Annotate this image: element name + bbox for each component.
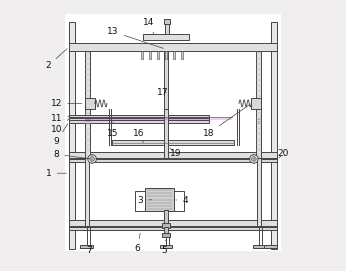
Bar [146,188,174,211]
Text: 4: 4 [176,196,188,205]
Text: 18: 18 [203,105,249,138]
Circle shape [249,155,258,163]
Text: 12: 12 [51,99,82,108]
Bar [181,51,183,59]
Bar [165,51,167,59]
Bar [271,22,277,249]
Bar [69,153,277,159]
Bar [69,220,277,226]
Bar [157,51,159,59]
Bar [164,109,167,159]
Text: 16: 16 [133,129,144,143]
Text: 6: 6 [135,233,140,253]
Text: 2: 2 [46,49,67,70]
Bar [112,140,234,145]
Bar [149,51,151,59]
Bar [164,19,170,24]
Bar [69,22,75,249]
Bar [69,159,277,162]
Circle shape [88,155,97,163]
Text: 8: 8 [54,150,89,159]
Bar [69,120,209,122]
Bar [257,159,262,226]
Bar [256,51,262,159]
Text: 20: 20 [278,149,289,158]
Bar [165,24,169,34]
Bar [162,223,170,228]
Text: 11: 11 [51,114,69,123]
Text: 17: 17 [156,88,168,97]
Bar [80,245,93,248]
Text: 9: 9 [54,124,68,146]
Bar [164,227,168,234]
Bar [253,245,266,248]
Bar [69,43,277,51]
Bar [164,210,168,223]
Text: 3: 3 [138,196,152,205]
Bar [84,98,95,109]
Bar [69,118,209,120]
Bar [173,51,175,59]
Bar [84,159,89,226]
Text: 14: 14 [143,18,154,34]
Bar [160,245,172,248]
Text: 19: 19 [170,148,181,157]
Bar [69,115,209,117]
Bar [264,245,277,248]
Text: 1: 1 [46,169,66,178]
Text: 7: 7 [86,246,92,255]
Bar [162,233,170,237]
Bar [135,191,184,211]
Text: 5: 5 [162,240,167,255]
Text: 15: 15 [107,122,119,138]
Bar [143,34,189,40]
Bar [164,51,167,109]
Bar [84,51,90,159]
Bar [69,227,277,230]
Bar [140,51,143,59]
Text: 13: 13 [107,27,163,48]
Text: 10: 10 [51,119,69,134]
Bar [65,14,281,251]
Bar [251,98,262,109]
